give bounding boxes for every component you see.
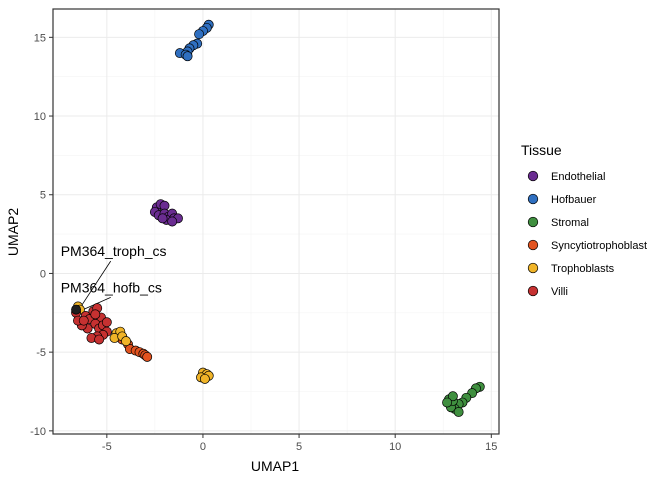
x-tick-label: 0: [200, 441, 206, 453]
legend-label: Villi: [551, 286, 568, 298]
annotation-label: PM364_hofb_cs: [61, 279, 162, 295]
legend-label: Endothelial: [551, 171, 605, 183]
legend-items: Endothelial Hofbauer Stromal Syncytiotropho…: [527, 170, 647, 298]
data-point: [94, 334, 105, 345]
x-axis-title: UMAP1: [251, 458, 299, 474]
annotation-labels: PM364_troph_cs PM364_hofb_cs: [61, 243, 167, 295]
grid-layer: [53, 9, 499, 434]
panel-border: [52, 8, 500, 435]
legend: Tissue Endothelial Hofbauer Stromal Syncyti…: [521, 142, 647, 298]
axis-ticks: -5 0 5 10 15 -10 -5 0 5 10 15: [30, 32, 497, 453]
y-axis-title: UMAP2: [5, 208, 21, 256]
legend-swatch: [527, 216, 539, 228]
x-tick-label: -5: [102, 441, 112, 453]
legend-swatch: [527, 170, 539, 182]
legend-label: Syncytiotrophoblast: [551, 240, 647, 252]
y-tick-label: 10: [34, 111, 46, 123]
legend-label: Stromal: [551, 217, 589, 229]
legend-label: Trophoblasts: [551, 263, 615, 275]
points-layer: [71, 19, 485, 417]
data-point: [101, 317, 112, 328]
data-point: [199, 373, 210, 384]
data-point: [157, 213, 168, 224]
data-point: [442, 397, 453, 408]
legend-swatch: [527, 193, 539, 205]
legend-swatch: [527, 285, 539, 297]
annotation-connector: [79, 260, 112, 309]
y-tick-label: 0: [40, 268, 46, 280]
data-point: [71, 304, 82, 315]
legend-label: Hofbauer: [551, 194, 597, 206]
annotation-label: PM364_troph_cs: [61, 243, 167, 259]
data-point: [453, 407, 464, 417]
y-tick-label: 15: [34, 32, 46, 44]
data-point: [194, 29, 205, 40]
data-point: [121, 336, 132, 347]
data-point: [90, 309, 101, 320]
data-point: [167, 216, 178, 227]
legend-swatch: [527, 262, 539, 274]
y-tick-label: 5: [40, 190, 46, 202]
x-tick-label: 5: [296, 441, 302, 453]
y-tick-label: -10: [30, 426, 46, 438]
x-tick-label: 10: [389, 441, 401, 453]
legend-swatch: [527, 239, 539, 251]
data-point: [142, 351, 153, 362]
legend-title: Tissue: [521, 142, 562, 158]
x-tick-label: 15: [485, 441, 497, 453]
data-point: [78, 315, 89, 326]
data-point: [182, 51, 193, 62]
data-point: [447, 391, 458, 402]
y-tick-label: -5: [36, 347, 46, 359]
